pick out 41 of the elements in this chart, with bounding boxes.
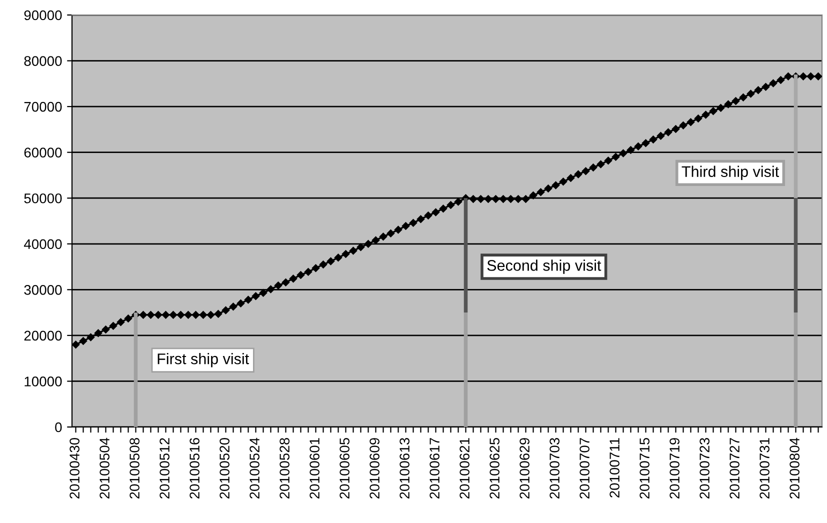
x-tick-label: 20100723 (700, 438, 710, 499)
x-tick-label: 20100715 (640, 438, 650, 499)
x-tick-label: 20100516 (190, 438, 200, 499)
x-tick-label: 20100609 (370, 438, 380, 499)
y-tick-label: 40000 (24, 239, 62, 250)
bar (794, 312, 798, 427)
bar (464, 312, 468, 427)
x-tick-label: 20100605 (340, 438, 350, 499)
x-tick-label: 20100727 (730, 438, 740, 499)
y-tick-label: 50000 (24, 193, 62, 204)
x-tick-label: 20100528 (280, 438, 290, 499)
x-tick-label: 20100617 (430, 438, 440, 499)
x-tick-label: 20100524 (250, 438, 260, 499)
x-tick-label: 20100707 (580, 438, 590, 499)
x-tick-label: 20100703 (550, 438, 560, 499)
x-tick-label: 20100629 (520, 438, 530, 499)
x-tick-label: 20100613 (400, 438, 410, 499)
x-tick-label: 20100430 (70, 438, 80, 499)
x-tick-label: 20100504 (100, 438, 110, 499)
x-tick-label: 20100520 (220, 438, 230, 499)
x-tick-label: 20100621 (460, 438, 470, 499)
x-tick-label: 20100804 (790, 438, 800, 499)
x-tick-label: 20100508 (130, 438, 140, 499)
bar (794, 198, 798, 313)
x-tick-label: 20100601 (310, 438, 320, 499)
x-tick-label: 20100711 (610, 438, 620, 498)
x-tick-label: 20100731 (760, 438, 770, 499)
y-tick-label: 90000 (24, 10, 62, 20)
y-tick-label: 30000 (24, 285, 62, 295)
y-tick-label: 60000 (24, 148, 62, 158)
annotation: Second ship visit (487, 260, 602, 274)
annotation: First ship visit (158, 353, 249, 368)
y-tick-label: 80000 (24, 56, 62, 66)
y-tick-label: 20000 (24, 330, 62, 341)
y-tick-label: 0 (55, 422, 62, 432)
x-tick-label: 20100625 (490, 438, 500, 499)
x-tick-label: 20100512 (160, 438, 170, 499)
y-tick-label: 70000 (24, 102, 62, 112)
annotation: Third ship visit (682, 166, 779, 180)
y-tick-label: 10000 (24, 376, 62, 386)
x-tick-label: 20100719 (670, 438, 680, 499)
